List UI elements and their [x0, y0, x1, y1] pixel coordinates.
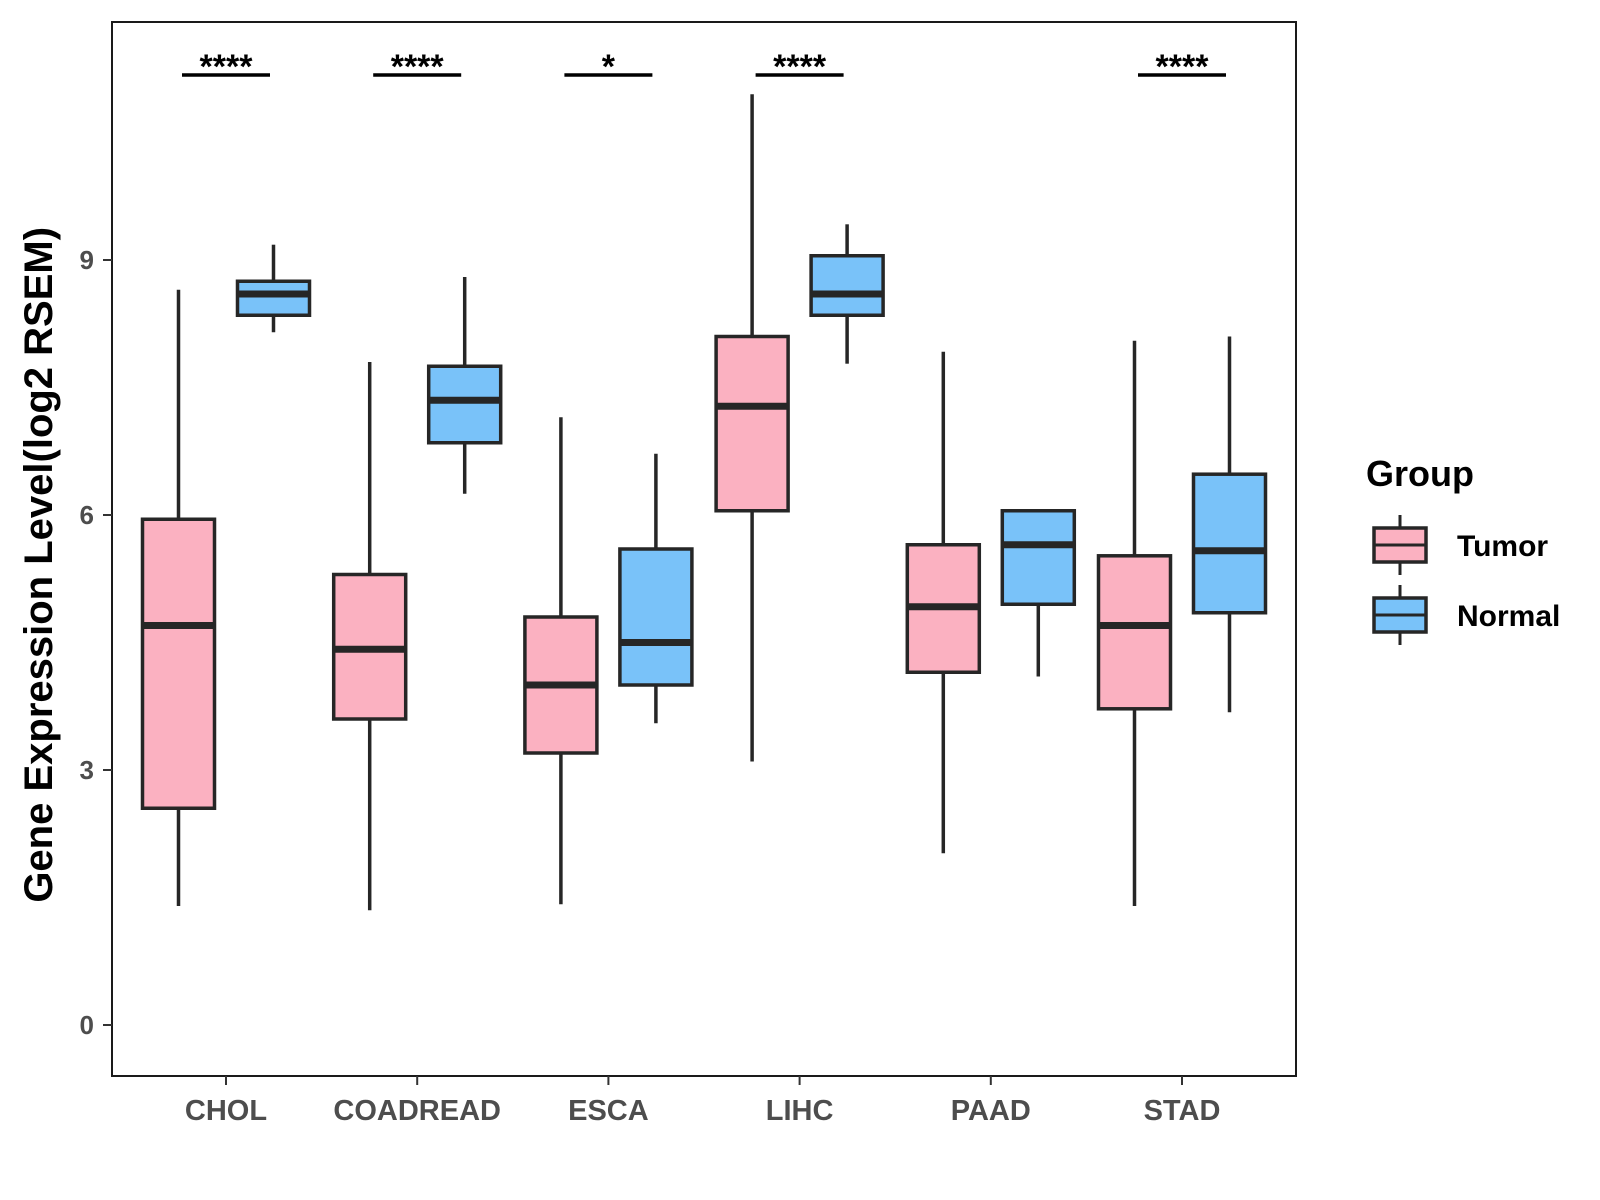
- box-normal-esca: [618, 453, 694, 724]
- x-tick-label: COADREAD: [333, 1095, 501, 1127]
- box-normal-stad: [1191, 336, 1268, 713]
- legend-title: Group: [1366, 453, 1474, 494]
- significance-label: ****: [773, 48, 827, 86]
- box-iqr: [618, 547, 694, 687]
- box-iqr: [1000, 509, 1077, 606]
- box-tumor-lihc: [714, 94, 790, 762]
- box-tumor-stad: [1096, 340, 1173, 906]
- box-iqr: [235, 279, 312, 317]
- legend-entry-tumor: Tumor: [1372, 515, 1548, 575]
- significance-label: *: [602, 48, 616, 86]
- legend-entry-normal: Normal: [1372, 585, 1560, 645]
- x-tick-label: STAD: [1144, 1095, 1221, 1127]
- box-tumor-chol: [140, 289, 217, 906]
- box-tumor-paad: [905, 351, 982, 854]
- significance-label: ****: [1156, 48, 1210, 86]
- box-normal-lihc: [809, 224, 885, 364]
- box-tumor-esca: [523, 417, 599, 905]
- box-iqr: [714, 334, 790, 513]
- box-iqr: [809, 254, 885, 317]
- y-tick-label: 0: [80, 1010, 94, 1040]
- x-tick-label: CHOL: [185, 1095, 267, 1127]
- box-normal-coadread: [426, 277, 503, 494]
- x-tick-label: ESCA: [568, 1095, 649, 1127]
- box-iqr: [1191, 472, 1268, 615]
- legend: Group Tumor Normal: [1366, 453, 1560, 645]
- box-normal-chol: [235, 244, 312, 333]
- box-normal-paad: [1000, 509, 1077, 677]
- box-tumor-coadread: [331, 362, 408, 911]
- y-tick-label: 3: [80, 755, 94, 785]
- y-axis: 0 3 6 9: [80, 245, 112, 1040]
- box-iqr: [140, 517, 217, 810]
- box-iqr: [426, 364, 503, 445]
- box-iqr: [1096, 554, 1173, 711]
- significance-label: ****: [391, 48, 445, 86]
- y-axis-title: Gene Expression Level(log2 RSEM): [17, 227, 61, 903]
- x-tick-label: PAAD: [951, 1095, 1031, 1127]
- legend-label: Normal: [1457, 600, 1560, 633]
- x-tick-label: LIHC: [766, 1095, 834, 1127]
- x-axis: CHOL COADREAD ESCA LIHC PAAD STAD: [185, 1076, 1220, 1127]
- plot-panel: [111, 21, 1297, 1077]
- y-tick-label: 6: [80, 500, 94, 530]
- y-tick-label: 9: [80, 245, 94, 275]
- significance-layer: **** **** * **** ****: [182, 48, 1226, 86]
- boxes-layer: [140, 94, 1268, 911]
- legend-label: Tumor: [1457, 530, 1548, 563]
- significance-label: ****: [200, 48, 254, 86]
